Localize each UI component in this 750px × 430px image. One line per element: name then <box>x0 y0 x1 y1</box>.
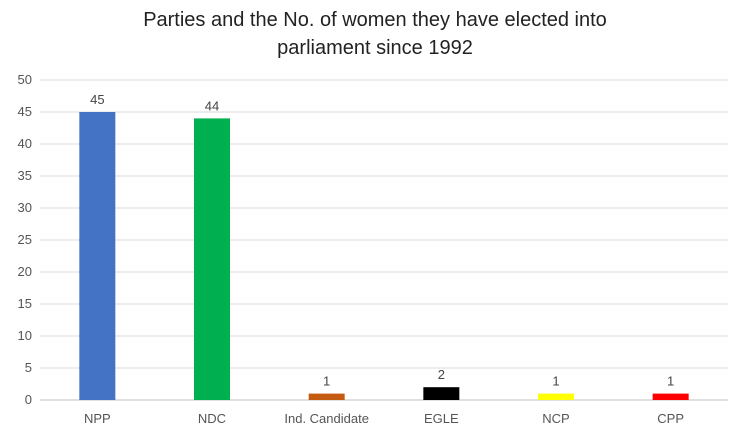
gridlines <box>40 79 728 401</box>
chart-title: Parties and the No. of women they have e… <box>143 9 607 59</box>
y-tick-label: 20 <box>18 264 32 279</box>
chart-title-line-2: parliament since 1992 <box>277 37 473 59</box>
y-tick-label: 35 <box>18 168 32 183</box>
x-axis-labels: NPP NDC Ind. Candidate EGLE NCP CPP <box>84 411 684 426</box>
y-tick-label: 45 <box>18 104 32 119</box>
bar-npp <box>79 112 116 400</box>
x-tick-label: NPP <box>84 411 111 426</box>
data-label: 1 <box>323 374 330 389</box>
y-axis-ticks: 0 5 10 15 20 25 30 35 40 45 50 <box>18 72 32 407</box>
x-tick-label: NDC <box>198 411 226 426</box>
y-tick-label: 40 <box>18 136 32 151</box>
bar-ind-candidate <box>308 393 345 400</box>
y-tick-label: 10 <box>18 328 32 343</box>
y-tick-label: 5 <box>25 360 32 375</box>
x-tick-label: CPP <box>657 411 684 426</box>
data-label: 1 <box>667 374 674 389</box>
x-tick-label: EGLE <box>424 411 459 426</box>
bar-ncp <box>538 393 574 400</box>
chart-title-line-1: Parties and the No. of women they have e… <box>143 9 607 31</box>
data-label: 1 <box>552 374 559 389</box>
data-labels: 45 44 1 2 1 1 <box>90 92 674 389</box>
x-tick-label: Ind. Candidate <box>284 411 369 426</box>
y-tick-label: 50 <box>18 72 32 87</box>
data-label: 44 <box>205 98 219 113</box>
y-tick-label: 25 <box>18 232 32 247</box>
y-tick-label: 15 <box>18 296 32 311</box>
bar-egle <box>423 387 460 400</box>
data-label: 2 <box>438 367 445 382</box>
y-tick-label: 30 <box>18 200 32 215</box>
data-label: 45 <box>90 92 104 107</box>
bar-cpp <box>652 393 689 400</box>
x-tick-label: NCP <box>542 411 569 426</box>
bar-ndc <box>194 118 230 401</box>
bars <box>79 112 689 401</box>
y-tick-label: 0 <box>25 392 32 407</box>
